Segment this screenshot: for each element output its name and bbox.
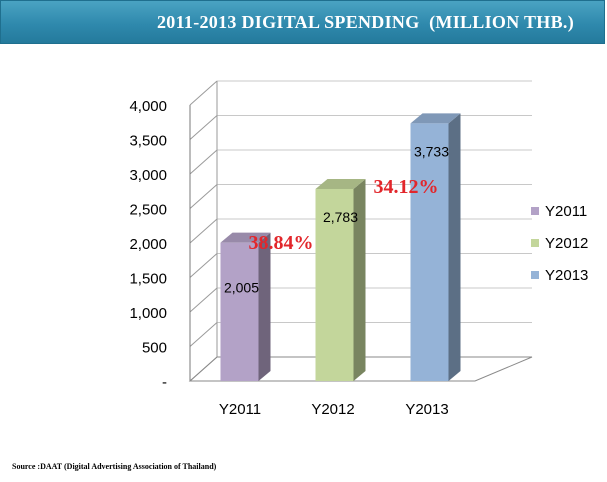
data-label: 2,005 — [224, 280, 259, 296]
data-label: 2,783 — [323, 209, 358, 225]
chart-title: 2011-2013 DIGITAL SPENDING (MILLION THB.… — [157, 12, 574, 32]
legend-swatch — [531, 239, 539, 247]
y-tick-label: - — [162, 374, 167, 391]
y-tick-label: 2,500 — [129, 202, 167, 219]
wall-tick — [189, 149, 218, 175]
legend-swatch — [531, 271, 539, 279]
bar-top-y2011 — [220, 232, 271, 243]
y-tick-label: 3,500 — [129, 133, 167, 150]
data-label: 3,733 — [414, 143, 449, 159]
y-tick-label: 3,000 — [129, 167, 167, 184]
legend-label: Y2012 — [545, 235, 588, 252]
wall-tick — [189, 322, 218, 347]
bar-top-y2013 — [410, 113, 461, 124]
bar-y2013 — [410, 123, 449, 381]
y-tick-label: 4,000 — [129, 98, 167, 115]
source-note: Source :DAAT (Digital Advertising Associ… — [12, 462, 217, 471]
y-tick-label: 1,000 — [129, 305, 167, 322]
bar-side-y2013 — [448, 113, 461, 381]
bar-top-y2012 — [315, 178, 366, 189]
y-tick-label: 1,500 — [129, 271, 167, 288]
bar-side-y2011 — [258, 232, 271, 381]
bar-side-y2012 — [353, 178, 366, 381]
wall-tick — [189, 184, 218, 209]
x-tick-label: Y2011 — [219, 401, 261, 418]
y-tick-label: 500 — [142, 340, 167, 357]
legend-swatch — [531, 207, 539, 215]
wall-tick — [189, 287, 218, 313]
wall-tick — [189, 115, 218, 140]
legend-label: Y2013 — [545, 267, 588, 284]
growth-annotation: 34.12% — [374, 176, 439, 198]
bar-y2012 — [315, 188, 354, 381]
y-tick-label: 2,000 — [129, 236, 167, 253]
growth-annotation: 38.84% — [249, 232, 314, 254]
wall-tick — [189, 80, 218, 106]
wall-tick — [189, 253, 218, 278]
x-tick-label: Y2013 — [405, 401, 448, 418]
bar-y2011 — [220, 242, 259, 381]
legend-label: Y2011 — [545, 203, 587, 220]
chart-floor — [188, 356, 533, 382]
wall-tick — [189, 218, 218, 244]
x-tick-label: Y2012 — [311, 401, 354, 418]
title-bar: 2011-2013 DIGITAL SPENDING (MILLION THB.… — [0, 0, 605, 44]
